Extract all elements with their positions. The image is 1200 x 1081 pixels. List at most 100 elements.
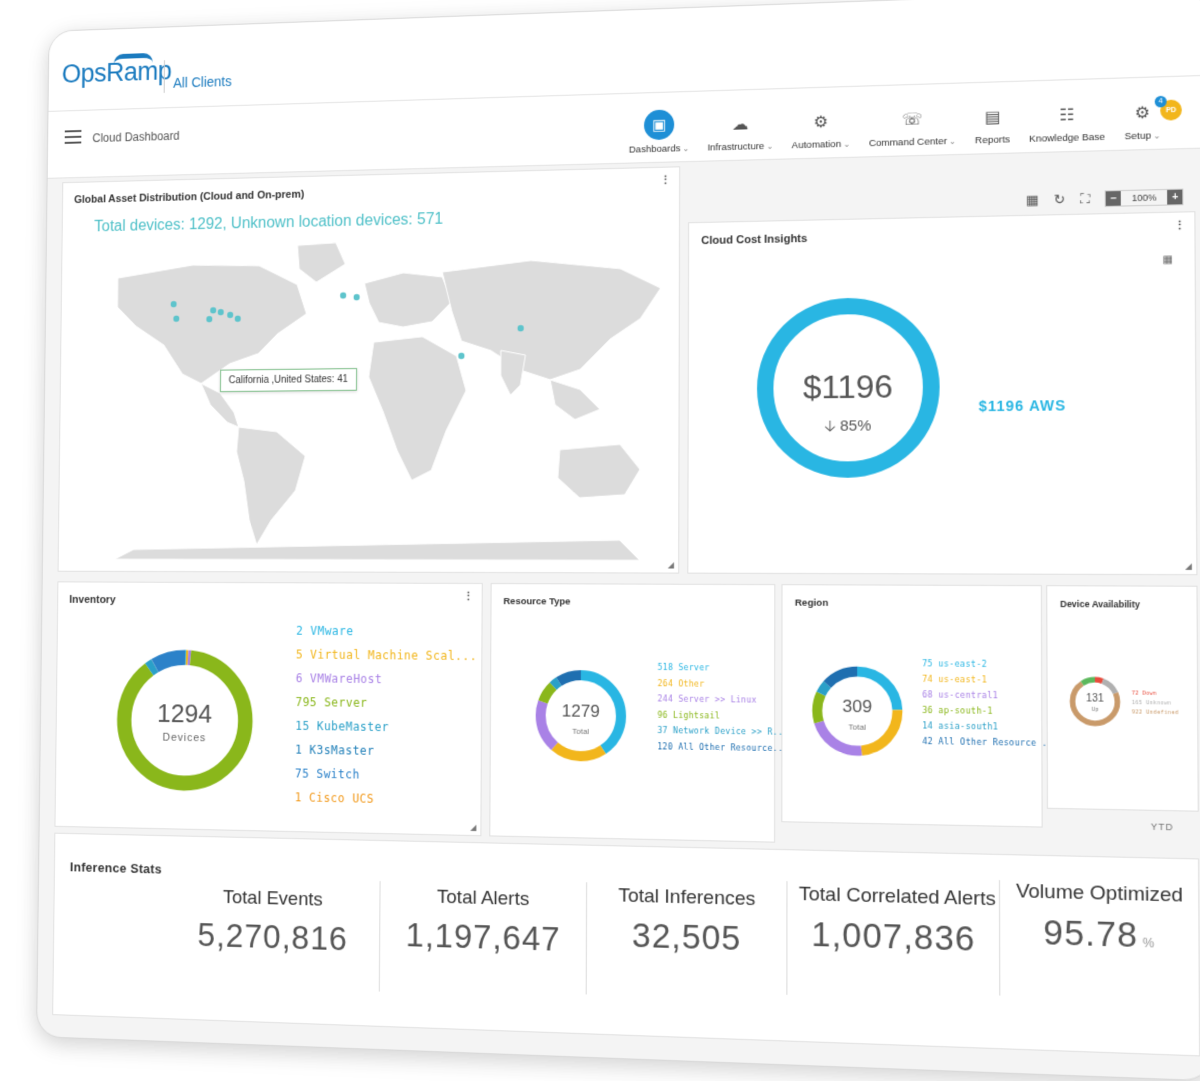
panel-title: Cloud Cost Insights: [701, 232, 808, 248]
calendar-icon[interactable]: ▦: [1025, 191, 1039, 208]
inventory-total: 1294: [157, 698, 213, 729]
panel-title: Device Availability: [1060, 598, 1141, 610]
zoom-in-button[interactable]: +: [1167, 189, 1183, 205]
legend-item[interactable]: 922 Undefined: [1131, 709, 1179, 717]
chevron-down-icon: ⌄: [682, 144, 690, 154]
breadcrumb: Cloud Dashboard: [92, 129, 180, 146]
greenland-shape: [297, 242, 345, 282]
africa-shape: [368, 336, 467, 480]
zoom-level: 100%: [1131, 192, 1157, 204]
robot-icon: ⚙: [813, 113, 829, 132]
south-america-shape: [236, 427, 306, 545]
stat-unit: %: [1142, 935, 1156, 951]
client-selector[interactable]: All Clients: [173, 73, 232, 91]
legend-item[interactable]: 72 Down: [1131, 690, 1157, 698]
period-label[interactable]: YTD: [1150, 821, 1174, 833]
legend-item[interactable]: 1 Cisco UCS: [294, 790, 375, 806]
stat-total-alerts: Total Alerts 1,197,647: [399, 886, 568, 960]
antarctica-shape: [115, 540, 640, 561]
fullscreen-icon[interactable]: ⛶: [1080, 190, 1091, 207]
chevron-down-icon: ⌄: [949, 136, 957, 147]
zoom-control: − 100% +: [1104, 188, 1184, 207]
map-marker: [340, 292, 347, 299]
legend-item[interactable]: 1 K3sMaster: [295, 742, 375, 758]
legend-item[interactable]: 264 Other: [657, 678, 705, 689]
app-window: OpsRamp All Clients Cloud Dashboard ▣ Da…: [36, 0, 1200, 1081]
north-america-shape: [117, 263, 307, 385]
legend-item[interactable]: 518 Server: [657, 662, 710, 673]
resize-handle-icon[interactable]: ◢: [1185, 561, 1192, 571]
legend-item[interactable]: 165 Unknown: [1131, 699, 1172, 707]
legend-item[interactable]: 96 Lightsail: [657, 710, 721, 721]
brand-divider: [163, 60, 165, 93]
stat-divider: [998, 880, 1001, 996]
central-america-shape: [201, 383, 239, 427]
chevron-down-icon: ⌄: [766, 141, 774, 151]
legend-item[interactable]: 42 All Other Resource ...: [922, 736, 1059, 749]
region-panel: Region 309 Total 75 us-east-2 74 us-east-…: [781, 584, 1058, 828]
nav-label: Knowledge Base: [1029, 131, 1106, 145]
stat-value: 95.78: [1043, 912, 1139, 955]
nav-knowledge-base[interactable]: ☷ Knowledge Base: [1019, 100, 1114, 145]
nav-label: Command Center: [868, 135, 947, 150]
stat-value: 5,270,816: [197, 916, 348, 958]
cost-legend: $1196 AWS: [978, 397, 1067, 415]
cloud-cost-panel: Cloud Cost Insights ⋮ ▦ $1196 🡣 85% $119…: [687, 211, 1198, 576]
stat-volume-optimized: Volume Optimized 95.78%: [1007, 880, 1191, 957]
legend-item[interactable]: 75 Switch: [294, 766, 360, 782]
nav-infrastructure[interactable]: ☁ Infrastructure ⌄: [698, 110, 782, 154]
legend-item[interactable]: 5 Virtual Machine Scal...: [295, 647, 478, 664]
nav-dashboards[interactable]: ▣ Dashboards ⌄: [620, 109, 699, 156]
legend-item[interactable]: 795 Server: [295, 695, 368, 710]
map-marker: [353, 294, 360, 301]
resize-handle-icon[interactable]: ◢: [667, 560, 675, 570]
arrow-down-icon: 🡣: [824, 417, 836, 435]
cost-change: 🡣 85%: [750, 415, 947, 442]
gear-icon: ⚙: [1134, 104, 1151, 123]
legend-item[interactable]: 37 Network Device >> R...: [657, 725, 789, 737]
nav-reports[interactable]: ▤ Reports: [965, 103, 1019, 147]
legend-item[interactable]: 74 us-east-1: [922, 674, 988, 685]
legend-item[interactable]: 68 us-central1: [922, 690, 999, 701]
legend-item[interactable]: 2 VMware: [296, 623, 354, 639]
nav-label: Automation: [791, 138, 842, 152]
cost-change-value: 85%: [839, 417, 872, 435]
legend-item[interactable]: 15 KubeMaster: [295, 718, 390, 735]
book-icon: ☷: [1059, 106, 1075, 125]
zoom-out-button[interactable]: −: [1106, 191, 1122, 206]
panel-title: Global Asset Distribution (Cloud and On-…: [74, 188, 305, 206]
kebab-menu-icon[interactable]: ⋮: [462, 590, 474, 603]
world-map[interactable]: [77, 228, 661, 561]
calendar-icon[interactable]: ▦: [1162, 254, 1173, 266]
legend-item[interactable]: 120 All Other Resource...: [657, 741, 789, 753]
stat-label: Total Events: [222, 887, 323, 911]
legend-item[interactable]: 36 ap-south-1: [922, 705, 993, 716]
nav-command-center[interactable]: ☏ Command Center ⌄: [859, 105, 965, 150]
resize-handle-icon[interactable]: ◢: [470, 822, 477, 833]
legend-item[interactable]: 244 Server >> Linux: [657, 694, 757, 705]
stat-value: 32,505: [631, 916, 742, 958]
panel-title: Region: [794, 597, 829, 609]
nav-label: Dashboards: [628, 143, 681, 156]
legend-item[interactable]: 75 us-east-2: [922, 659, 988, 670]
region-unit: Total: [848, 722, 867, 732]
kebab-menu-icon[interactable]: ⋮: [659, 174, 672, 187]
southeast-asia-shape: [550, 379, 600, 420]
resource-type-total: 1279: [561, 701, 600, 722]
nav-automation[interactable]: ⚙ Automation ⌄: [782, 108, 859, 152]
legend-item[interactable]: 6 VMWareHost: [295, 671, 383, 687]
stat-total-inferences: Total Inferences 32,505: [600, 885, 774, 960]
stat-value-row: 95.78%: [1008, 912, 1192, 957]
headset-icon: ☏: [901, 111, 923, 130]
refresh-icon[interactable]: ↻: [1053, 191, 1066, 208]
inventory-unit: Devices: [162, 731, 207, 745]
nav-label: Setup: [1124, 130, 1152, 143]
hamburger-menu-icon[interactable]: [64, 129, 82, 144]
stat-label: Total Inferences: [618, 885, 756, 911]
map-marker: [458, 352, 465, 360]
kebab-menu-icon[interactable]: ⋮: [1173, 219, 1186, 233]
stat-divider: [378, 881, 381, 992]
inventory-legend: 2 VMware 5 Virtual Machine Scal... 6 VMWar…: [295, 619, 478, 813]
chevron-down-icon: ⌄: [1153, 131, 1161, 141]
